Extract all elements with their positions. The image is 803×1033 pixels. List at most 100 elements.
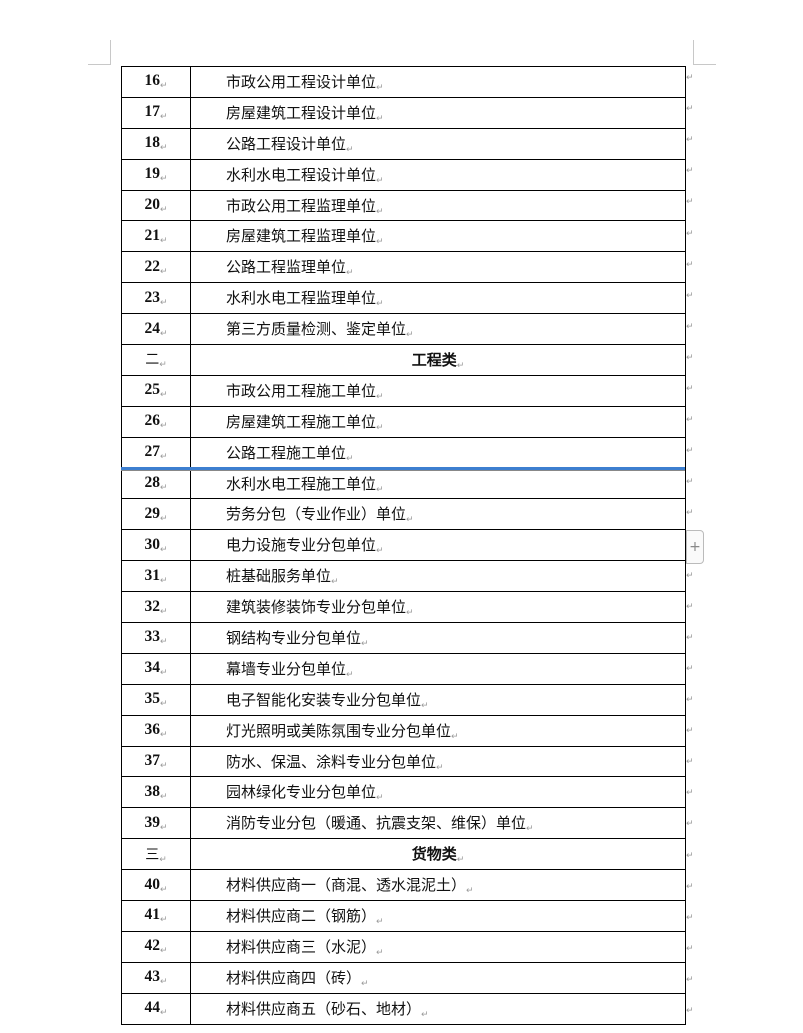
unit-name: 第三方质量检测、鉴定单位 xyxy=(226,320,414,338)
row-number-cell[interactable]: 39 xyxy=(121,807,191,840)
unit-name-cell[interactable]: 公路工程监理单位 xyxy=(190,251,686,284)
row-number-cell[interactable]: 33 xyxy=(121,622,191,654)
table-row: 44 材料供应商五（砂石、地材） xyxy=(121,992,686,1025)
row-number: 36 xyxy=(144,721,167,738)
row-number-cell[interactable]: 19 xyxy=(121,158,191,191)
unit-name-cell[interactable]: 防水、保温、涂料专业分包单位 xyxy=(190,745,686,778)
unit-name-cell[interactable]: 材料供应商四（砖） xyxy=(190,961,686,994)
unit-name-cell[interactable]: 电子智能化安装专业分包单位 xyxy=(190,683,686,716)
unit-name: 公路工程设计单位 xyxy=(226,135,354,153)
row-number: 38 xyxy=(144,783,167,800)
unit-name-cell[interactable]: 公路工程施工单位 xyxy=(190,436,686,469)
row-number-cell[interactable]: 34 xyxy=(121,652,191,685)
end-of-row-mark xyxy=(686,630,694,643)
row-number-cell[interactable]: 32 xyxy=(121,591,191,624)
unit-name-cell[interactable]: 房屋建筑工程设计单位 xyxy=(190,96,686,129)
row-number-cell[interactable]: 29 xyxy=(121,498,191,531)
row-number-cell[interactable]: 二 xyxy=(121,344,191,376)
row-number: 19 xyxy=(144,165,167,182)
row-number-cell[interactable]: 30 xyxy=(121,529,191,562)
table-row: 30 电力设施专业分包单位 xyxy=(121,529,686,562)
unit-name: 园林绿化专业分包单位 xyxy=(226,783,384,801)
table-row: 29 劳务分包（专业作业）单位 xyxy=(121,498,686,531)
row-number-cell[interactable]: 42 xyxy=(121,930,191,963)
unit-name-cell[interactable]: 公路工程设计单位 xyxy=(190,127,686,160)
unit-name-cell[interactable]: 电力设施专业分包单位 xyxy=(190,529,686,562)
unit-name-cell[interactable]: 劳务分包（专业作业）单位 xyxy=(190,498,686,531)
unit-name: 市政公用工程施工单位 xyxy=(226,382,384,400)
end-of-row-mark xyxy=(686,879,694,892)
unit-name: 材料供应商四（砖） xyxy=(226,969,369,987)
unit-name-cell[interactable]: 材料供应商一（商混、透水混泥土） xyxy=(190,869,686,902)
row-number-cell[interactable]: 20 xyxy=(121,189,191,222)
unit-name-cell[interactable]: 材料供应商五（砂石、地材） xyxy=(190,992,686,1025)
row-number-cell[interactable]: 38 xyxy=(121,776,191,809)
row-number: 44 xyxy=(144,999,167,1016)
table-row: 21 房屋建筑工程监理单位 xyxy=(121,220,686,253)
row-number-cell[interactable]: 26 xyxy=(121,405,191,438)
end-of-row-mark xyxy=(686,350,694,363)
unit-name-cell[interactable]: 市政公用工程监理单位 xyxy=(190,189,686,222)
unit-name: 水利水电工程施工单位 xyxy=(226,475,384,493)
row-number-cell[interactable]: 31 xyxy=(121,560,191,593)
unit-name: 水利水电工程设计单位 xyxy=(226,166,384,184)
row-number-cell[interactable]: 三 xyxy=(121,838,191,871)
row-number-cell[interactable]: 44 xyxy=(121,992,191,1025)
unit-name: 电力设施专业分包单位 xyxy=(226,536,384,554)
section-title-cell[interactable]: 货物类 xyxy=(190,838,686,871)
unit-name-cell[interactable]: 水利水电工程设计单位 xyxy=(190,158,686,191)
unit-name-cell[interactable]: 园林绿化专业分包单位 xyxy=(190,776,686,809)
row-number-cell[interactable]: 36 xyxy=(121,714,191,747)
row-number-cell[interactable]: 41 xyxy=(121,900,191,932)
unit-name-cell[interactable]: 水利水电工程监理单位 xyxy=(190,282,686,315)
row-number-cell[interactable]: 16 xyxy=(121,66,191,98)
unit-name-cell[interactable]: 市政公用工程设计单位 xyxy=(190,66,686,98)
unit-name: 市政公用工程监理单位 xyxy=(226,197,384,215)
unit-name-cell[interactable]: 建筑装修装饰专业分包单位 xyxy=(190,591,686,624)
unit-name-cell[interactable]: 房屋建筑工程施工单位 xyxy=(190,405,686,438)
table-row: 36 灯光照明或美陈氛围专业分包单位 xyxy=(121,714,686,747)
unit-name-cell[interactable]: 水利水电工程施工单位 xyxy=(190,467,686,500)
row-number-cell[interactable]: 37 xyxy=(121,745,191,778)
row-number: 24 xyxy=(144,320,167,337)
row-number-cell[interactable]: 17 xyxy=(121,96,191,129)
row-number-cell[interactable]: 25 xyxy=(121,374,191,407)
end-of-row-mark xyxy=(686,599,694,612)
row-number-cell[interactable]: 43 xyxy=(121,961,191,994)
unit-name-cell[interactable]: 第三方质量检测、鉴定单位 xyxy=(190,313,686,346)
row-number-cell[interactable]: 28 xyxy=(121,467,191,500)
end-of-row-mark xyxy=(686,226,694,239)
unit-name-cell[interactable]: 房屋建筑工程监理单位 xyxy=(190,220,686,253)
unit-name: 材料供应商二（钢筋） xyxy=(226,907,384,925)
unit-name: 房屋建筑工程施工单位 xyxy=(226,413,384,431)
row-number: 40 xyxy=(144,876,167,893)
table-row: 22 公路工程监理单位 xyxy=(121,251,686,284)
unit-name-cell[interactable]: 钢结构专业分包单位 xyxy=(190,622,686,654)
table-row: 34 幕墙专业分包单位 xyxy=(121,652,686,685)
unit-name-cell[interactable]: 市政公用工程施工单位 xyxy=(190,374,686,407)
section-title-cell[interactable]: 工程类 xyxy=(190,344,686,376)
row-number-cell[interactable]: 24 xyxy=(121,313,191,346)
unit-name-cell[interactable]: 材料供应商二（钢筋） xyxy=(190,900,686,932)
add-row-button[interactable]: + xyxy=(686,530,704,564)
row-number-cell[interactable]: 18 xyxy=(121,127,191,160)
table-row: 33 钢结构专业分包单位 xyxy=(121,622,686,654)
unit-name-cell[interactable]: 幕墙专业分包单位 xyxy=(190,652,686,685)
end-of-row-mark xyxy=(686,754,694,767)
table-row: 17 房屋建筑工程设计单位 xyxy=(121,96,686,129)
unit-name: 桩基础服务单位 xyxy=(226,567,339,585)
end-of-row-mark xyxy=(686,568,694,581)
row-number-cell[interactable]: 35 xyxy=(121,683,191,716)
row-number-cell[interactable]: 40 xyxy=(121,869,191,902)
row-number-cell[interactable]: 23 xyxy=(121,282,191,315)
row-number-cell[interactable]: 27 xyxy=(121,436,191,469)
unit-name-cell[interactable]: 材料供应商三（水泥） xyxy=(190,930,686,963)
unit-name-cell[interactable]: 桩基础服务单位 xyxy=(190,560,686,593)
row-number-cell[interactable]: 22 xyxy=(121,251,191,284)
end-of-row-mark xyxy=(686,101,694,114)
row-number-cell[interactable]: 21 xyxy=(121,220,191,253)
unit-name-cell[interactable]: 灯光照明或美陈氛围专业分包单位 xyxy=(190,714,686,747)
unit-name-cell[interactable]: 消防专业分包（暖通、抗震支架、维保）单位 xyxy=(190,807,686,840)
end-of-row-mark xyxy=(686,70,694,83)
end-of-row-mark xyxy=(686,474,694,487)
